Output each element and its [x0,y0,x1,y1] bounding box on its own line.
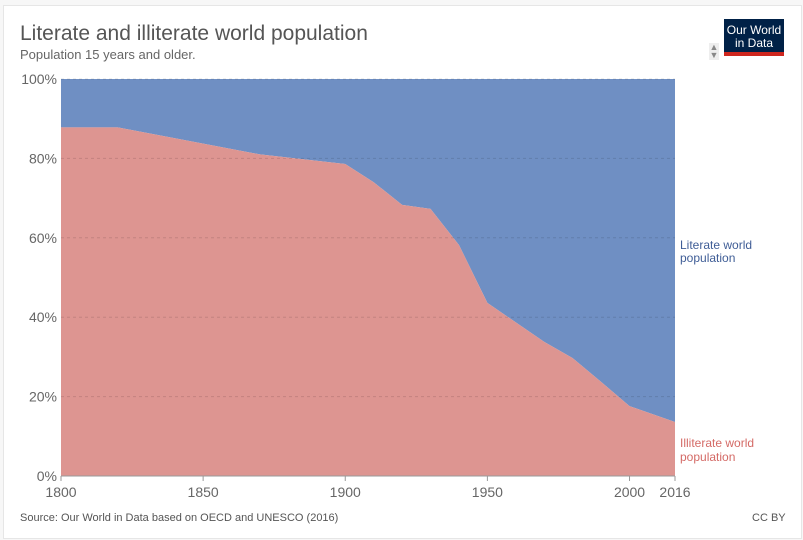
legend-illiterate: population [680,450,735,464]
chart-title: Literate and illiterate world population [20,22,368,45]
y-tick-label: 40% [29,309,57,325]
legend-literate: population [680,251,735,265]
y-tick-label: 80% [29,150,57,166]
x-tick-label: 2000 [614,484,645,500]
y-tick-label: 0% [37,468,57,484]
x-tick-label: 1900 [330,484,361,500]
x-tick-label: 1950 [472,484,503,500]
x-tick-label: 1800 [45,484,76,500]
source-note[interactable]: Source: Our World in Data based on OECD … [20,512,339,524]
literate-area [61,79,675,423]
legend-literate: Literate world [680,238,752,252]
sort-icon[interactable]: ▲ ▼ [709,42,719,60]
x-tick-label: 1850 [188,484,219,500]
illiterate-area [61,127,675,477]
y-tick-label: 20% [29,389,57,405]
y-tick-label: 60% [29,230,57,246]
owid-logo[interactable]: Our World in Data [724,19,784,56]
x-tick-label: 2016 [659,484,690,500]
legend-illiterate: Illiterate world [680,436,754,450]
chart-subtitle: Population 15 years and older. [20,47,196,62]
y-tick-label: 100% [21,71,57,87]
license-link[interactable]: CC BY [752,512,786,524]
